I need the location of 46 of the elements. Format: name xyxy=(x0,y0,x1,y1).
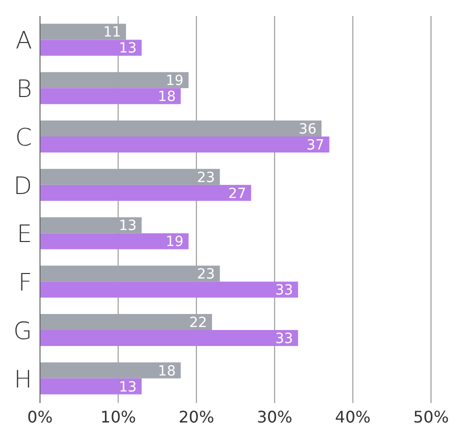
data-label: 27 xyxy=(228,186,246,202)
bar xyxy=(40,24,126,40)
data-label: 13 xyxy=(118,40,137,57)
bar xyxy=(40,362,181,378)
data-label: 13 xyxy=(118,218,137,234)
data-label: 33 xyxy=(275,282,294,299)
bar xyxy=(40,40,142,56)
data-label: 19 xyxy=(166,73,184,90)
bar xyxy=(40,168,220,185)
bar xyxy=(40,72,189,88)
data-label: 19 xyxy=(166,234,184,250)
y-tick-label: F xyxy=(18,268,32,297)
data-label: 33 xyxy=(275,330,294,347)
y-tick-label: E xyxy=(16,220,32,248)
data-label: 13 xyxy=(118,379,137,396)
bar xyxy=(40,88,181,104)
bar xyxy=(40,330,298,346)
data-label: 36 xyxy=(298,121,317,138)
bar xyxy=(40,217,142,234)
bar xyxy=(40,314,212,330)
bar xyxy=(40,282,298,298)
x-tick-label: 30% xyxy=(256,407,292,426)
bar xyxy=(40,184,252,201)
x-tick-label: 40% xyxy=(335,407,371,426)
bar xyxy=(40,233,189,250)
x-tick-label: 10% xyxy=(100,407,136,426)
bar xyxy=(40,136,330,152)
data-label: 22 xyxy=(189,314,208,331)
bar xyxy=(40,120,322,136)
y-tick-label: H xyxy=(14,365,32,394)
data-label: 23 xyxy=(197,170,215,186)
y-tick-label: G xyxy=(13,316,32,345)
data-label: 23 xyxy=(197,266,215,283)
data-label: 18 xyxy=(158,363,176,380)
data-label: 11 xyxy=(103,24,122,41)
y-tick-label: C xyxy=(15,123,32,152)
data-label: 18 xyxy=(158,89,176,106)
bar xyxy=(40,266,220,282)
x-tick-label: 50% xyxy=(413,407,449,426)
y-tick-label: B xyxy=(16,75,32,104)
x-tick-label: 0% xyxy=(27,407,53,426)
data-label: 37 xyxy=(306,137,324,154)
x-tick-label: 20% xyxy=(178,407,214,426)
bar xyxy=(40,378,142,394)
y-tick-label: D xyxy=(14,172,32,200)
y-tick-label: A xyxy=(16,26,32,55)
